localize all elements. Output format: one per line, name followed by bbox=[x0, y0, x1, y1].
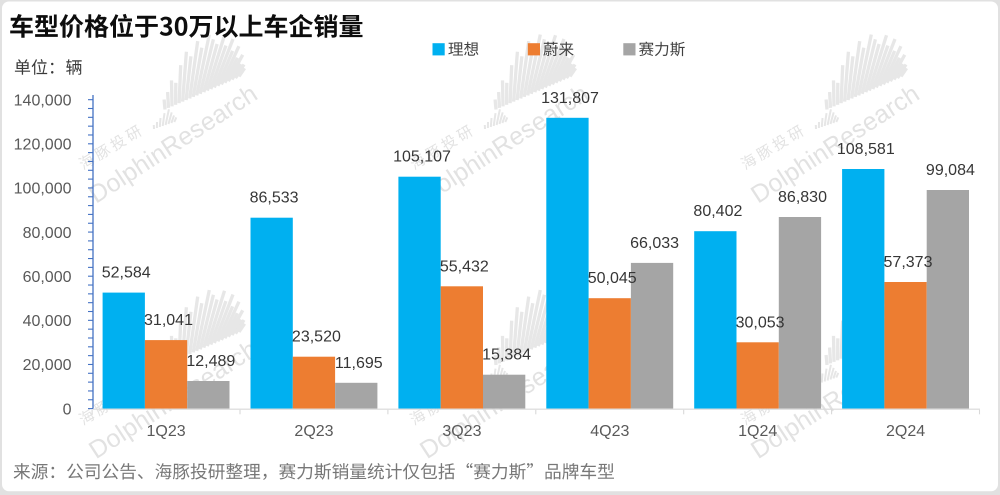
svg-text:1Q23: 1Q23 bbox=[147, 423, 186, 440]
svg-text:0: 0 bbox=[63, 401, 72, 418]
svg-text:55,432: 55,432 bbox=[440, 258, 489, 275]
svg-text:80,000: 80,000 bbox=[23, 225, 72, 242]
svg-text:15,384: 15,384 bbox=[482, 347, 531, 364]
svg-text:100,000: 100,000 bbox=[14, 181, 72, 198]
svg-text:50,045: 50,045 bbox=[588, 270, 637, 287]
svg-text:3Q23: 3Q23 bbox=[442, 423, 481, 440]
svg-text:12,489: 12,489 bbox=[186, 353, 235, 370]
svg-text:131,807: 131,807 bbox=[541, 90, 599, 107]
svg-text:86,830: 86,830 bbox=[778, 189, 827, 206]
svg-text:4Q23: 4Q23 bbox=[590, 423, 629, 440]
svg-text:140,000: 140,000 bbox=[14, 92, 72, 109]
svg-text:80,402: 80,402 bbox=[693, 203, 742, 220]
svg-text:2Q23: 2Q23 bbox=[294, 423, 333, 440]
svg-text:2Q24: 2Q24 bbox=[886, 423, 925, 440]
svg-text:1Q24: 1Q24 bbox=[738, 423, 777, 440]
svg-text:86,533: 86,533 bbox=[250, 190, 299, 207]
svg-text:105,107: 105,107 bbox=[393, 149, 451, 166]
svg-text:66,033: 66,033 bbox=[630, 235, 679, 252]
svg-text:40,000: 40,000 bbox=[23, 313, 72, 330]
svg-text:11,695: 11,695 bbox=[335, 355, 383, 372]
svg-text:60,000: 60,000 bbox=[23, 269, 72, 286]
svg-text:52,584: 52,584 bbox=[102, 265, 151, 282]
svg-text:20,000: 20,000 bbox=[23, 357, 72, 374]
svg-text:57,373: 57,373 bbox=[884, 254, 933, 271]
svg-text:120,000: 120,000 bbox=[14, 137, 72, 154]
svg-text:23,520: 23,520 bbox=[292, 329, 341, 346]
svg-text:108,581: 108,581 bbox=[837, 141, 895, 158]
svg-text:30,053: 30,053 bbox=[736, 314, 785, 331]
svg-text:99,084: 99,084 bbox=[926, 162, 975, 179]
svg-text:31,041: 31,041 bbox=[144, 312, 193, 329]
